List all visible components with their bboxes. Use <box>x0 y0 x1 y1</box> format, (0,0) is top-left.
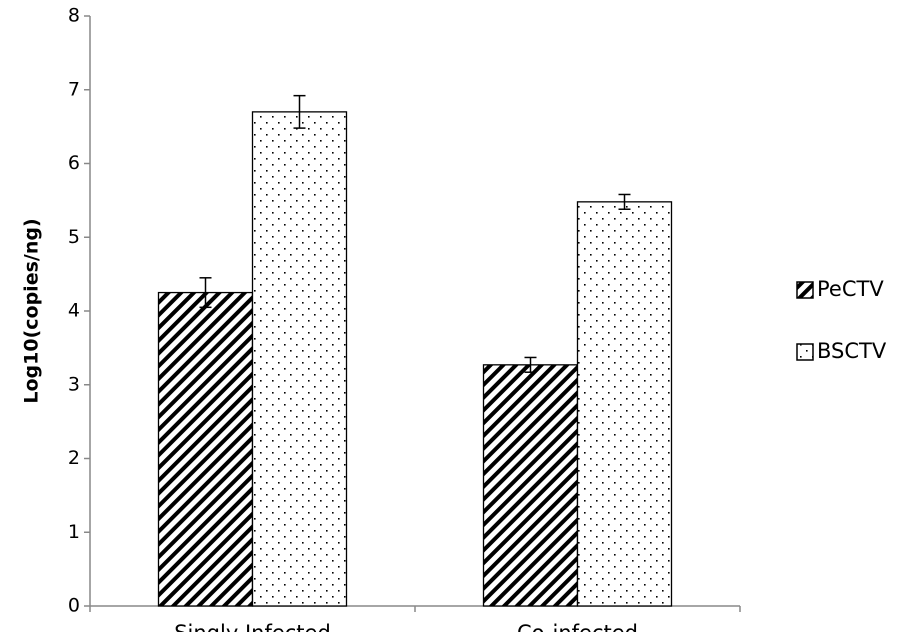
legend-swatch <box>796 281 814 299</box>
bar <box>251 111 348 607</box>
y-tick-label: 5 <box>68 226 80 248</box>
y-tick-label: 3 <box>68 373 80 395</box>
legend-swatch <box>796 343 814 361</box>
y-tick-label: 8 <box>68 5 80 27</box>
x-tick-label: Singly Infected <box>174 621 331 632</box>
error-bar <box>199 277 212 309</box>
legend-label: PeCTV <box>817 277 884 301</box>
error-bar <box>618 193 631 210</box>
y-tick-label: 2 <box>68 447 80 469</box>
bar <box>482 364 579 607</box>
error-bar <box>524 356 537 373</box>
y-tick-label: 4 <box>68 300 80 322</box>
error-bar <box>293 94 306 129</box>
bar <box>157 291 254 607</box>
y-tick-label: 0 <box>68 595 80 617</box>
x-tick-label: Co-infected <box>517 621 638 632</box>
legend-label: BSCTV <box>817 339 887 363</box>
y-tick-label: 6 <box>68 152 80 174</box>
y-tick-label: 1 <box>68 521 80 543</box>
y-tick-label: 7 <box>68 78 80 100</box>
bar <box>576 201 673 607</box>
y-axis-label: Log10(copies/ng) <box>21 218 43 403</box>
